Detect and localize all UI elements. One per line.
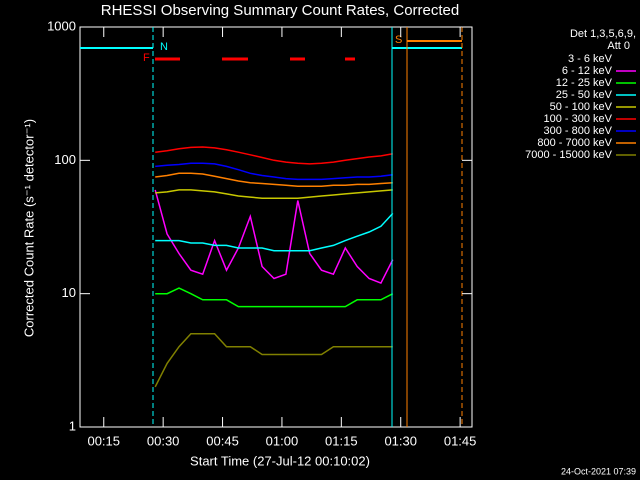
annotation: F bbox=[143, 52, 150, 64]
legend-label: 50 - 100 keV bbox=[550, 101, 613, 113]
y-tick-label: 1000 bbox=[47, 18, 76, 33]
series-line bbox=[155, 212, 394, 252]
y-tick-label: 100 bbox=[54, 152, 76, 167]
x-tick-label: 00:15 bbox=[87, 433, 120, 448]
legend-label: 12 - 25 keV bbox=[556, 77, 613, 89]
legend-title: Det 1,3,5,6,9, bbox=[570, 28, 636, 40]
x-tick-label: 00:30 bbox=[147, 433, 180, 448]
annotation: N bbox=[160, 41, 168, 53]
x-tick-label: 01:15 bbox=[325, 433, 358, 448]
series-line bbox=[155, 189, 393, 199]
annotation: S bbox=[395, 34, 402, 46]
legend-label: 100 - 300 keV bbox=[544, 113, 613, 125]
legend-title: Att 0 bbox=[607, 40, 630, 52]
y-tick-label: 10 bbox=[62, 285, 76, 300]
series-line bbox=[155, 162, 393, 181]
legend-label: 800 - 7000 keV bbox=[537, 137, 612, 149]
series-line bbox=[154, 189, 394, 285]
x-tick-label: 01:30 bbox=[384, 433, 417, 448]
x-axis-label: Start Time (27-Jul-12 00:10:02) bbox=[190, 453, 370, 468]
series-line bbox=[155, 146, 393, 165]
x-tick-label: 01:45 bbox=[444, 433, 477, 448]
legend-label: 3 - 6 keV bbox=[568, 53, 613, 65]
chart-title: RHESSI Observing Summary Count Rates, Co… bbox=[101, 2, 459, 19]
flags: N F S bbox=[80, 27, 463, 427]
x-tick-label: 01:00 bbox=[266, 433, 299, 448]
legend-label: 7000 - 15000 keV bbox=[525, 149, 613, 161]
series-line bbox=[154, 333, 393, 388]
plot-area bbox=[154, 146, 394, 388]
series-line bbox=[155, 172, 393, 187]
y-tick-label: 1 bbox=[69, 418, 76, 433]
y-axis-label: Corrected Count Rate (s⁻¹ detector⁻¹) bbox=[21, 119, 36, 337]
plot-frame bbox=[79, 26, 473, 428]
x-tick-label: 00:45 bbox=[206, 433, 239, 448]
footer: 24-Oct-2021 07:39 bbox=[561, 466, 636, 476]
legend-label: 25 - 50 keV bbox=[556, 89, 613, 101]
legend-label: 300 - 800 keV bbox=[544, 125, 613, 137]
series-line bbox=[155, 287, 394, 308]
legend-label: 6 - 12 keV bbox=[562, 65, 613, 77]
